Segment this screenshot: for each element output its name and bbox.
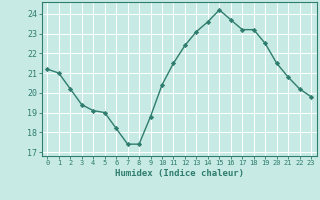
X-axis label: Humidex (Indice chaleur): Humidex (Indice chaleur)	[115, 169, 244, 178]
